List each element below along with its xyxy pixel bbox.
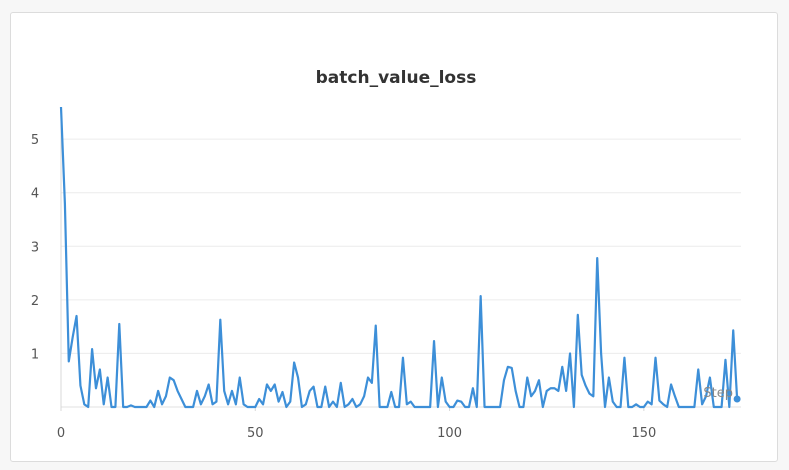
series-end-marker <box>733 395 741 403</box>
x-tick-label: 50 <box>247 426 264 441</box>
y-tick-label: 4 <box>31 187 39 202</box>
series-line-batch_value_loss <box>59 106 739 409</box>
y-tick-label: 2 <box>31 294 39 309</box>
x-tick-label: 100 <box>437 426 462 441</box>
y-tick-label: 5 <box>31 133 39 148</box>
x-axis-label: Step <box>703 386 733 401</box>
grid-layer <box>61 138 741 354</box>
x-tick-label: 150 <box>631 426 656 441</box>
series-layer <box>59 106 739 409</box>
chart-title: batch_value_loss <box>316 68 477 88</box>
chart-panel: batch_value_loss 1 2 3 4 5 0 50 100 150 Step <box>10 12 778 462</box>
y-tick-label: 3 <box>31 240 39 255</box>
y-tick-label: 1 <box>31 347 39 362</box>
x-tick-label: 0 <box>57 426 65 441</box>
